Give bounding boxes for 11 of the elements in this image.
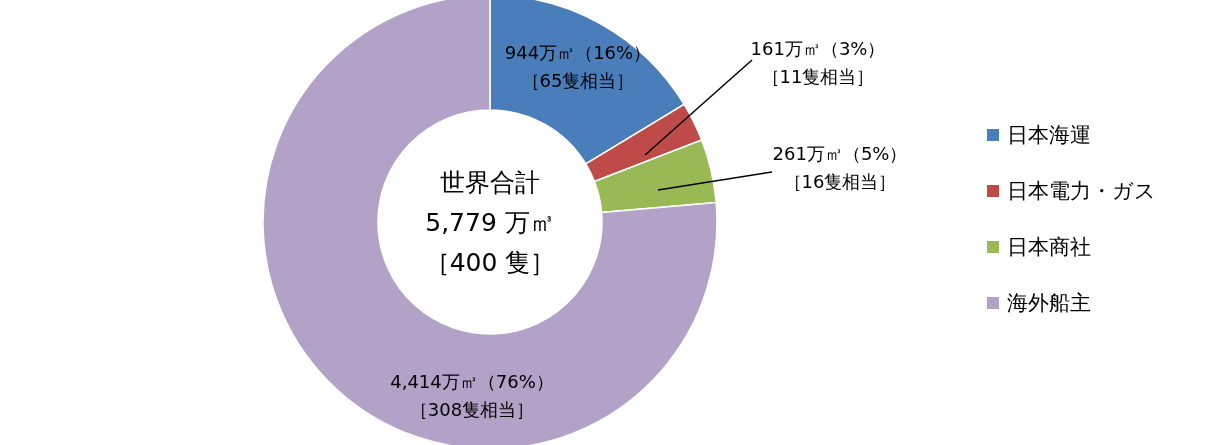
data-label: 261万㎥（5%）［16隻相当］ <box>772 142 908 192</box>
text: 世界合計 <box>440 167 540 197</box>
text: ［400 隻］ <box>424 247 556 277</box>
data-label: 161万㎥（3%）［11隻相当］ <box>750 37 886 87</box>
legend-label: 日本電力・ガス <box>1007 179 1156 203</box>
legend-label: 海外船主 <box>1007 291 1091 315</box>
text: 5,779 万㎥ <box>425 207 555 237</box>
legend-label: 日本海運 <box>1007 123 1091 147</box>
legend-label: 日本商社 <box>1007 235 1091 259</box>
data-label: 944万㎥（16%）［65隻相当］ <box>504 41 652 91</box>
data-label: 4,414万㎥（76%）［308隻相当］ <box>390 370 554 420</box>
